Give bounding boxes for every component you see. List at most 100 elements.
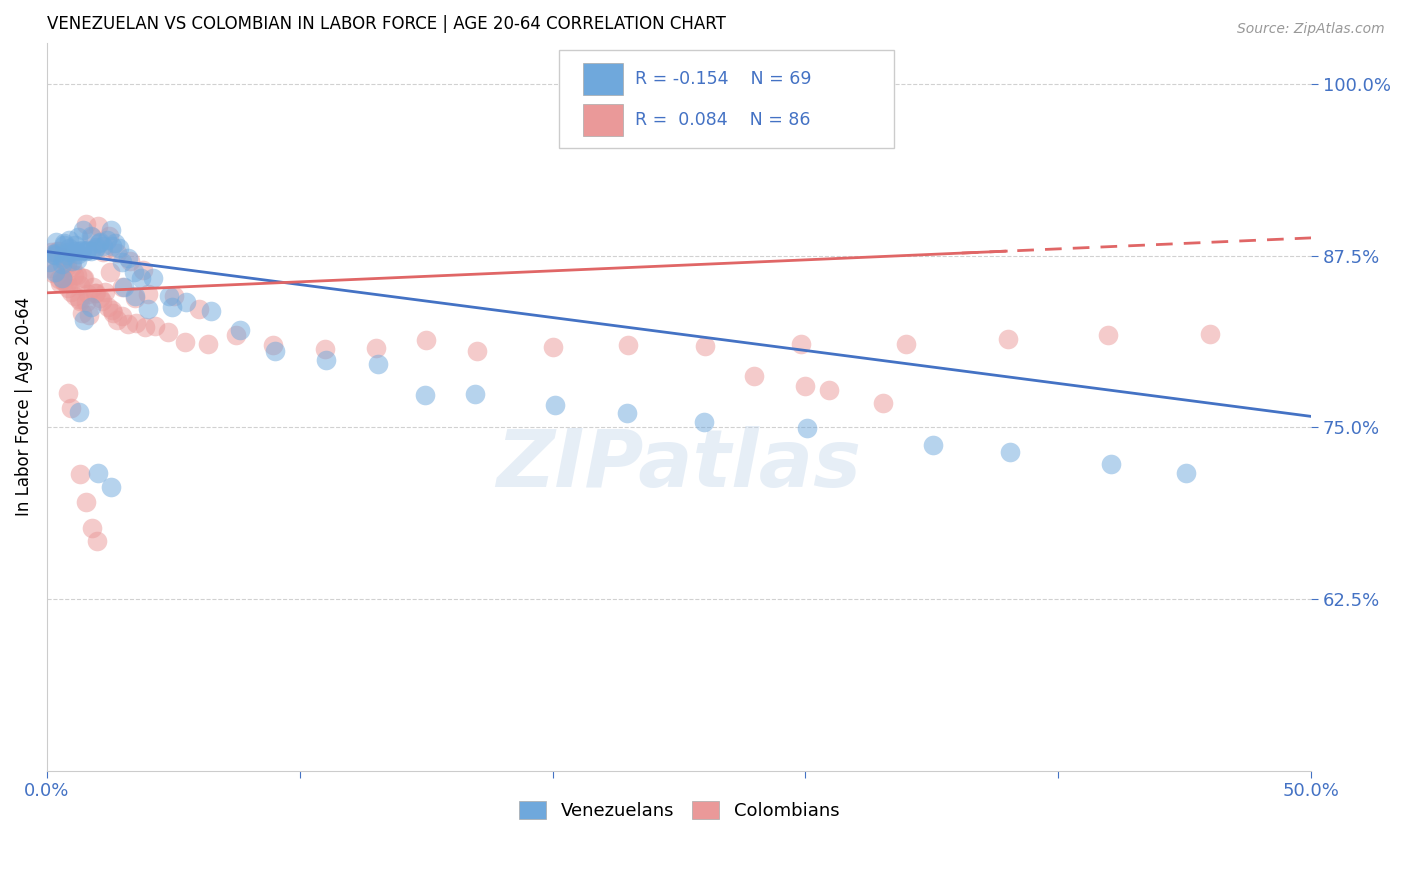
Point (73, 271, 96, 285)
Point (44, 264, 66, 278)
Point (86, 534, 108, 549)
Point (52, 273, 75, 287)
Point (80, 300, 103, 314)
Point (87, 219, 110, 233)
Y-axis label: In Labor Force | Age 20-64: In Labor Force | Age 20-64 (15, 297, 32, 516)
Point (67, 292, 90, 306)
Point (262, 337, 284, 351)
Point (63, 238, 86, 252)
Point (157, 289, 180, 303)
Point (997, 332, 1019, 346)
Point (65, 244, 87, 259)
Point (794, 378, 817, 392)
Point (156, 326, 179, 340)
Point (56, 280, 79, 294)
Point (59, 285, 82, 299)
Point (138, 287, 160, 301)
Point (45, 246, 67, 260)
Point (111, 309, 134, 323)
Point (112, 280, 135, 294)
Point (163, 289, 186, 303)
Point (1099, 457, 1122, 471)
Point (315, 353, 337, 368)
Point (174, 334, 197, 349)
Text: R =  0.084    N = 86: R = 0.084 N = 86 (634, 111, 810, 129)
Point (83, 242, 105, 256)
Point (38, 254, 60, 268)
Point (82, 280, 104, 294)
Point (66, 268, 89, 282)
Point (693, 339, 716, 353)
Point (66, 253, 89, 268)
FancyBboxPatch shape (583, 104, 623, 136)
Point (100, 223, 122, 237)
Point (67, 405, 90, 419)
Point (69, 294, 91, 309)
Point (56, 276, 79, 290)
Point (91, 239, 114, 253)
Point (616, 406, 638, 420)
FancyBboxPatch shape (583, 62, 623, 95)
Point (96, 234, 118, 248)
Point (464, 387, 486, 401)
Point (86, 240, 108, 254)
Point (58, 240, 80, 254)
Point (46, 244, 69, 259)
Point (69, 467, 91, 481)
Point (197, 336, 219, 351)
Point (56, 259, 79, 273)
Text: Source: ZipAtlas.com: Source: ZipAtlas.com (1237, 22, 1385, 37)
Point (796, 420, 818, 434)
Point (58, 244, 80, 259)
Point (93, 244, 115, 259)
Point (693, 415, 716, 429)
Point (90, 293, 112, 308)
Point (100, 480, 122, 494)
Point (60, 401, 83, 416)
Point (101, 239, 124, 253)
Point (142, 271, 165, 285)
Point (75, 495, 97, 509)
Point (98, 228, 121, 243)
Point (75, 217, 97, 231)
Point (117, 318, 139, 332)
Point (82, 521, 104, 535)
Point (77, 308, 100, 322)
Point (117, 251, 139, 265)
Point (617, 338, 640, 352)
Point (70, 243, 93, 257)
Point (42, 266, 65, 280)
Point (124, 265, 146, 279)
Point (56, 248, 79, 262)
Point (228, 323, 250, 337)
Point (41, 244, 63, 259)
FancyBboxPatch shape (560, 50, 894, 148)
Point (52, 237, 75, 252)
Point (118, 254, 141, 268)
Point (465, 343, 488, 358)
Point (67, 230, 90, 244)
Point (129, 271, 152, 285)
Point (1175, 467, 1198, 481)
Point (69, 278, 91, 293)
Point (105, 313, 128, 327)
Point (314, 342, 336, 356)
Point (89, 291, 111, 305)
Point (87, 236, 110, 251)
Point (364, 341, 387, 355)
Point (1097, 328, 1119, 343)
Point (75, 244, 97, 258)
Point (66, 247, 89, 261)
Point (49, 276, 72, 290)
Point (124, 288, 146, 302)
Point (998, 444, 1021, 458)
Point (56, 386, 79, 401)
Point (188, 301, 211, 316)
Point (70, 244, 93, 259)
Point (89, 235, 111, 250)
Point (131, 263, 153, 277)
Point (44, 248, 66, 262)
Point (72, 270, 94, 285)
Point (110, 280, 132, 294)
Point (101, 305, 124, 319)
